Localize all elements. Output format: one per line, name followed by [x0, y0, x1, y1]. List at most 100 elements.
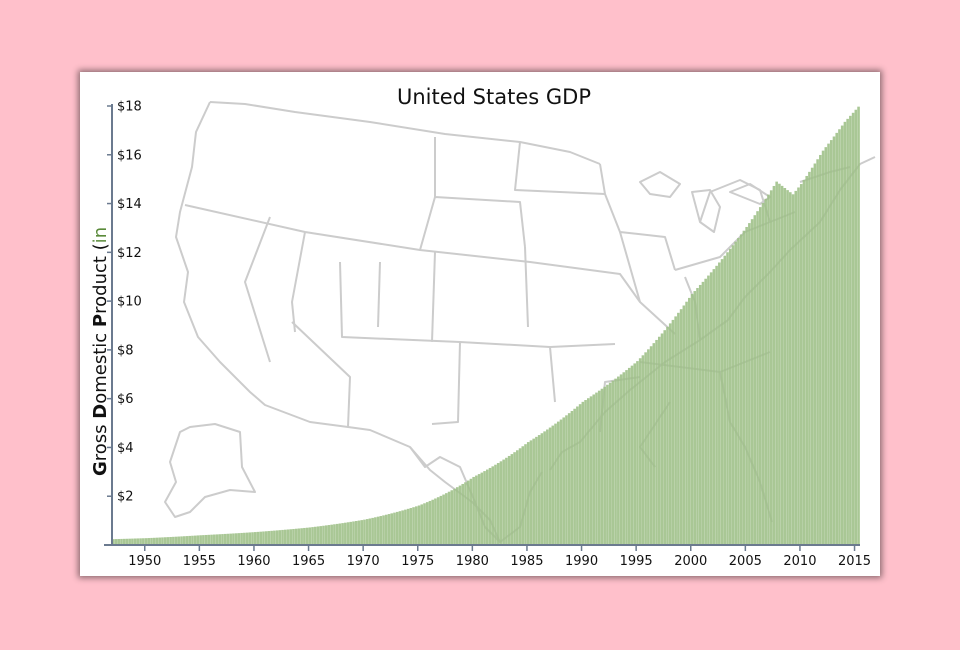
gdp-bar — [210, 534, 213, 545]
gdp-bar — [150, 537, 153, 545]
gdp-bar — [611, 380, 615, 545]
gdp-bar — [169, 536, 172, 545]
gdp-bar — [802, 180, 806, 545]
gdp-bar — [499, 461, 503, 545]
x-tick-label: 1960 — [237, 554, 270, 569]
gdp-bar — [253, 532, 257, 545]
gdp-bar — [147, 538, 151, 545]
y-axis-label-part: omestic — [90, 327, 111, 404]
gdp-bar — [494, 464, 497, 545]
gdp-bar — [447, 491, 451, 545]
gdp-bar — [166, 537, 170, 545]
gdp-bar — [638, 358, 642, 545]
gdp-bar — [330, 524, 333, 545]
gdp-bar — [805, 175, 808, 545]
gdp-bar — [671, 319, 675, 545]
gdp-bar — [507, 455, 511, 545]
gdp-bar — [843, 121, 847, 545]
gdp-bar — [409, 508, 413, 545]
gdp-bar — [243, 532, 246, 545]
x-tick-label: 1955 — [183, 554, 216, 569]
gdp-bar — [218, 534, 222, 545]
gdp-bar — [660, 333, 664, 545]
gdp-bar — [488, 467, 492, 545]
gdp-bars — [112, 106, 860, 546]
gdp-bar — [854, 109, 858, 546]
gdp-bar — [185, 536, 189, 545]
gdp-bar — [696, 288, 699, 545]
gdp-bar — [644, 352, 647, 545]
gdp-bar — [357, 520, 361, 545]
map-canada-border — [209, 101, 601, 165]
gdp-bar — [775, 181, 778, 546]
gdp-bar — [780, 185, 784, 545]
gdp-chart: $2 $4 $6 $8 $10 $12 $14 $16 $18 1950 1955 1960 1965… — [90, 85, 876, 569]
gdp-bar — [289, 529, 293, 545]
gdp-bar — [221, 534, 224, 545]
gdp-bar — [442, 494, 445, 545]
x-tick-label: 1965 — [292, 554, 325, 569]
gdp-bar — [510, 454, 514, 545]
gdp-bar — [458, 485, 462, 545]
gdp-bar — [606, 384, 609, 545]
gdp-bar — [270, 530, 273, 545]
gdp-bar — [142, 538, 145, 545]
gdp-bar — [726, 252, 729, 545]
x-tick-label: 2005 — [729, 554, 762, 569]
gdp-bar — [395, 511, 399, 545]
gdp-bar — [674, 316, 677, 545]
gdp-bar — [576, 406, 579, 545]
gdp-bar — [516, 450, 519, 545]
gdp-bar — [783, 188, 787, 545]
gdp-bar — [371, 517, 374, 545]
gdp-bar — [584, 400, 587, 545]
gdp-bar — [537, 435, 541, 545]
gdp-bar — [229, 533, 232, 545]
gdp-bar — [491, 466, 495, 545]
gdp-bar — [188, 535, 192, 545]
gdp-bar — [182, 536, 186, 545]
gdp-bar — [827, 143, 830, 545]
gdp-bar — [838, 129, 841, 546]
x-tick-label: 2015 — [838, 554, 871, 569]
gdp-bar — [813, 163, 817, 545]
gdp-bar — [475, 475, 478, 545]
gdp-bar — [521, 446, 525, 545]
gdp-bar — [379, 516, 383, 545]
gdp-bar — [595, 392, 598, 545]
gdp-bar — [496, 463, 500, 545]
gdp-bar — [412, 507, 415, 545]
gdp-bar — [155, 537, 159, 545]
gdp-bar — [223, 533, 227, 545]
gdp-bar — [567, 413, 571, 545]
gdp-bar — [387, 514, 391, 545]
gdp-bar — [398, 511, 402, 545]
y-tick-label: $4 — [117, 441, 134, 456]
gdp-bar — [627, 367, 631, 545]
gdp-bar — [600, 388, 604, 545]
gdp-bar — [526, 442, 530, 545]
gdp-bar — [556, 421, 560, 545]
gdp-bar — [737, 238, 740, 545]
gdp-bar — [117, 538, 121, 545]
gdp-bar — [778, 183, 781, 545]
gdp-bar — [641, 355, 645, 545]
y-axis-label-part: P — [90, 314, 111, 327]
gdp-bar — [619, 374, 623, 545]
chart-title: United States GDP — [397, 85, 591, 109]
gdp-bar — [204, 534, 208, 545]
gdp-bar — [829, 140, 833, 545]
gdp-bar — [338, 523, 342, 545]
gdp-bar — [120, 538, 123, 545]
gdp-bar — [513, 452, 516, 545]
gdp-bar — [314, 526, 317, 545]
gdp-bar — [663, 330, 667, 545]
gdp-bar — [248, 532, 252, 545]
gdp-bar — [622, 372, 626, 545]
gdp-bar — [344, 522, 347, 545]
x-tick-label: 1970 — [347, 554, 380, 569]
gdp-bar — [707, 275, 710, 545]
gdp-bar — [324, 525, 328, 545]
gdp-bar — [319, 526, 323, 545]
y-tick-label: $12 — [117, 246, 142, 261]
